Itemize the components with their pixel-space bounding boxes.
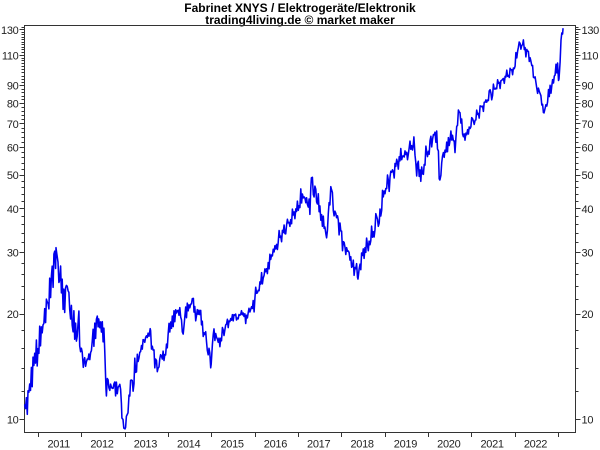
svg-text:110: 110 — [582, 50, 599, 62]
svg-text:80: 80 — [7, 99, 19, 111]
svg-text:2021: 2021 — [480, 439, 503, 450]
svg-text:2020: 2020 — [437, 439, 460, 450]
svg-text:70: 70 — [7, 119, 19, 131]
svg-text:110: 110 — [2, 50, 19, 62]
svg-text:2015: 2015 — [220, 439, 243, 450]
svg-text:90: 90 — [7, 81, 19, 93]
svg-text:20: 20 — [7, 309, 19, 321]
svg-text:20: 20 — [582, 309, 594, 321]
svg-text:2017: 2017 — [307, 439, 330, 450]
svg-text:40: 40 — [7, 204, 19, 216]
svg-text:50: 50 — [582, 170, 594, 182]
svg-text:10: 10 — [7, 414, 19, 426]
svg-text:2019: 2019 — [394, 439, 417, 450]
svg-text:trading4living.de © market mak: trading4living.de © market maker — [205, 13, 395, 27]
svg-text:50: 50 — [7, 170, 19, 182]
svg-text:60: 60 — [582, 142, 594, 154]
svg-text:2011: 2011 — [47, 439, 70, 450]
svg-text:Fabrinet XNYS / Elektrogeräte/: Fabrinet XNYS / Elektrogeräte/Elektronik — [184, 1, 416, 15]
svg-text:60: 60 — [7, 142, 19, 154]
svg-text:70: 70 — [582, 119, 594, 131]
svg-text:130: 130 — [1, 25, 19, 37]
svg-text:10: 10 — [582, 414, 594, 426]
svg-text:30: 30 — [582, 248, 594, 260]
svg-text:2022: 2022 — [524, 439, 547, 450]
svg-text:2013: 2013 — [134, 439, 157, 450]
svg-text:2014: 2014 — [177, 439, 200, 450]
svg-text:130: 130 — [582, 25, 600, 37]
svg-text:2016: 2016 — [264, 439, 287, 450]
svg-text:30: 30 — [7, 248, 19, 260]
svg-text:2012: 2012 — [90, 439, 113, 450]
svg-text:2018: 2018 — [350, 439, 373, 450]
svg-text:40: 40 — [582, 204, 594, 216]
svg-text:80: 80 — [582, 99, 594, 111]
svg-text:90: 90 — [582, 81, 594, 93]
